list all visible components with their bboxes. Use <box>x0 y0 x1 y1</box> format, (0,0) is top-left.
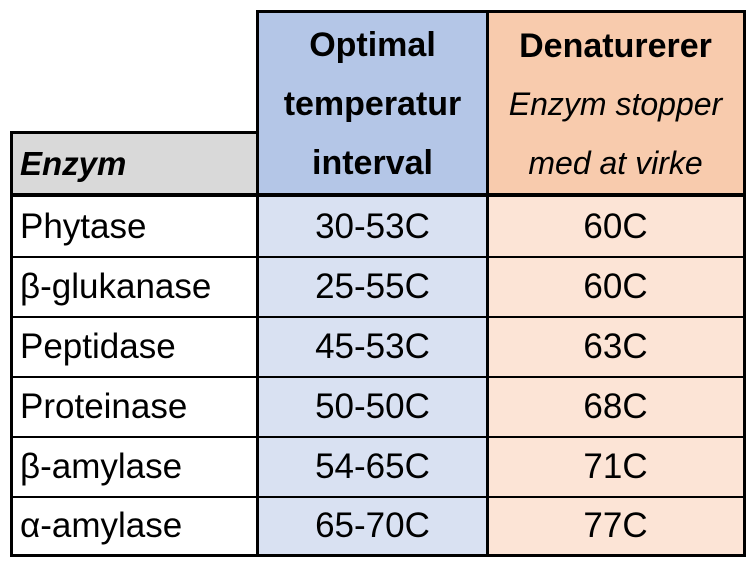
optimal-value: 25-55 <box>315 267 405 306</box>
table-row-optimal: 30-53 C <box>258 197 487 257</box>
unit: C <box>622 387 648 426</box>
table-row-denat: 60 C <box>487 257 744 317</box>
table-row-enzym: Phytase <box>12 197 258 257</box>
unit: C <box>622 267 648 306</box>
optimal-value: 54-65 <box>315 447 405 486</box>
header-blank-cell <box>12 12 258 133</box>
unit: C <box>404 387 430 426</box>
header-denat-cell: Denaturerer Enzym stopper med at virke <box>487 12 744 195</box>
header-enzym-label: Enzym <box>20 145 127 182</box>
table-row-optimal: 25-55 C <box>258 257 487 317</box>
table-row-denat: 68 C <box>487 377 744 437</box>
table-row-enzym: β-glukanase <box>12 257 258 317</box>
table-row-denat: 77 C <box>487 497 744 555</box>
unit: C <box>622 207 648 246</box>
header-denat-line-2: Enzym stopper <box>508 85 723 122</box>
table-row-denat: 60 C <box>487 197 744 257</box>
table-row-enzym: Proteinase <box>12 377 258 437</box>
table-row-enzym: α-amylase <box>12 497 258 555</box>
unit: C <box>622 327 648 366</box>
table-row-optimal: 50-50 C <box>258 377 487 437</box>
unit: C <box>404 447 430 486</box>
unit: C <box>622 447 648 486</box>
denat-value: 60 <box>583 267 623 306</box>
table-row-denat: 63 C <box>487 317 744 377</box>
header-optimal-cell: Optimal temperatur interval <box>258 12 487 195</box>
denat-value: 60 <box>583 207 623 246</box>
header-optimal-line-3: interval <box>312 143 433 182</box>
header-denat-line-3: med at virke <box>528 144 703 181</box>
denat-value: 68 <box>583 387 623 426</box>
table-row-enzym: β-amylase <box>12 437 258 497</box>
table-row-optimal: 45-53 C <box>258 317 487 377</box>
optimal-value: 50-50 <box>315 387 405 426</box>
header-enzym-cell: Enzym <box>12 133 258 195</box>
header-optimal-line-1: Optimal <box>309 25 436 64</box>
unit: C <box>404 506 430 545</box>
optimal-value: 65-70 <box>315 506 405 545</box>
unit: C <box>404 267 430 306</box>
table-row-optimal: 54-65 C <box>258 437 487 497</box>
denat-value: 77 <box>583 506 623 545</box>
denat-value: 63 <box>583 327 623 366</box>
optimal-value: 45-53 <box>315 327 405 366</box>
optimal-value: 30-53 <box>315 207 405 246</box>
unit: C <box>622 506 648 545</box>
table-row-denat: 71 C <box>487 437 744 497</box>
table-row-enzym: Peptidase <box>12 317 258 377</box>
table-row-optimal: 65-70 C <box>258 497 487 555</box>
header-denat-line-1: Denaturerer <box>519 26 712 65</box>
denat-value: 71 <box>583 447 623 486</box>
unit: C <box>404 207 430 246</box>
unit: C <box>404 327 430 366</box>
header-optimal-line-2: temperatur <box>283 84 462 123</box>
